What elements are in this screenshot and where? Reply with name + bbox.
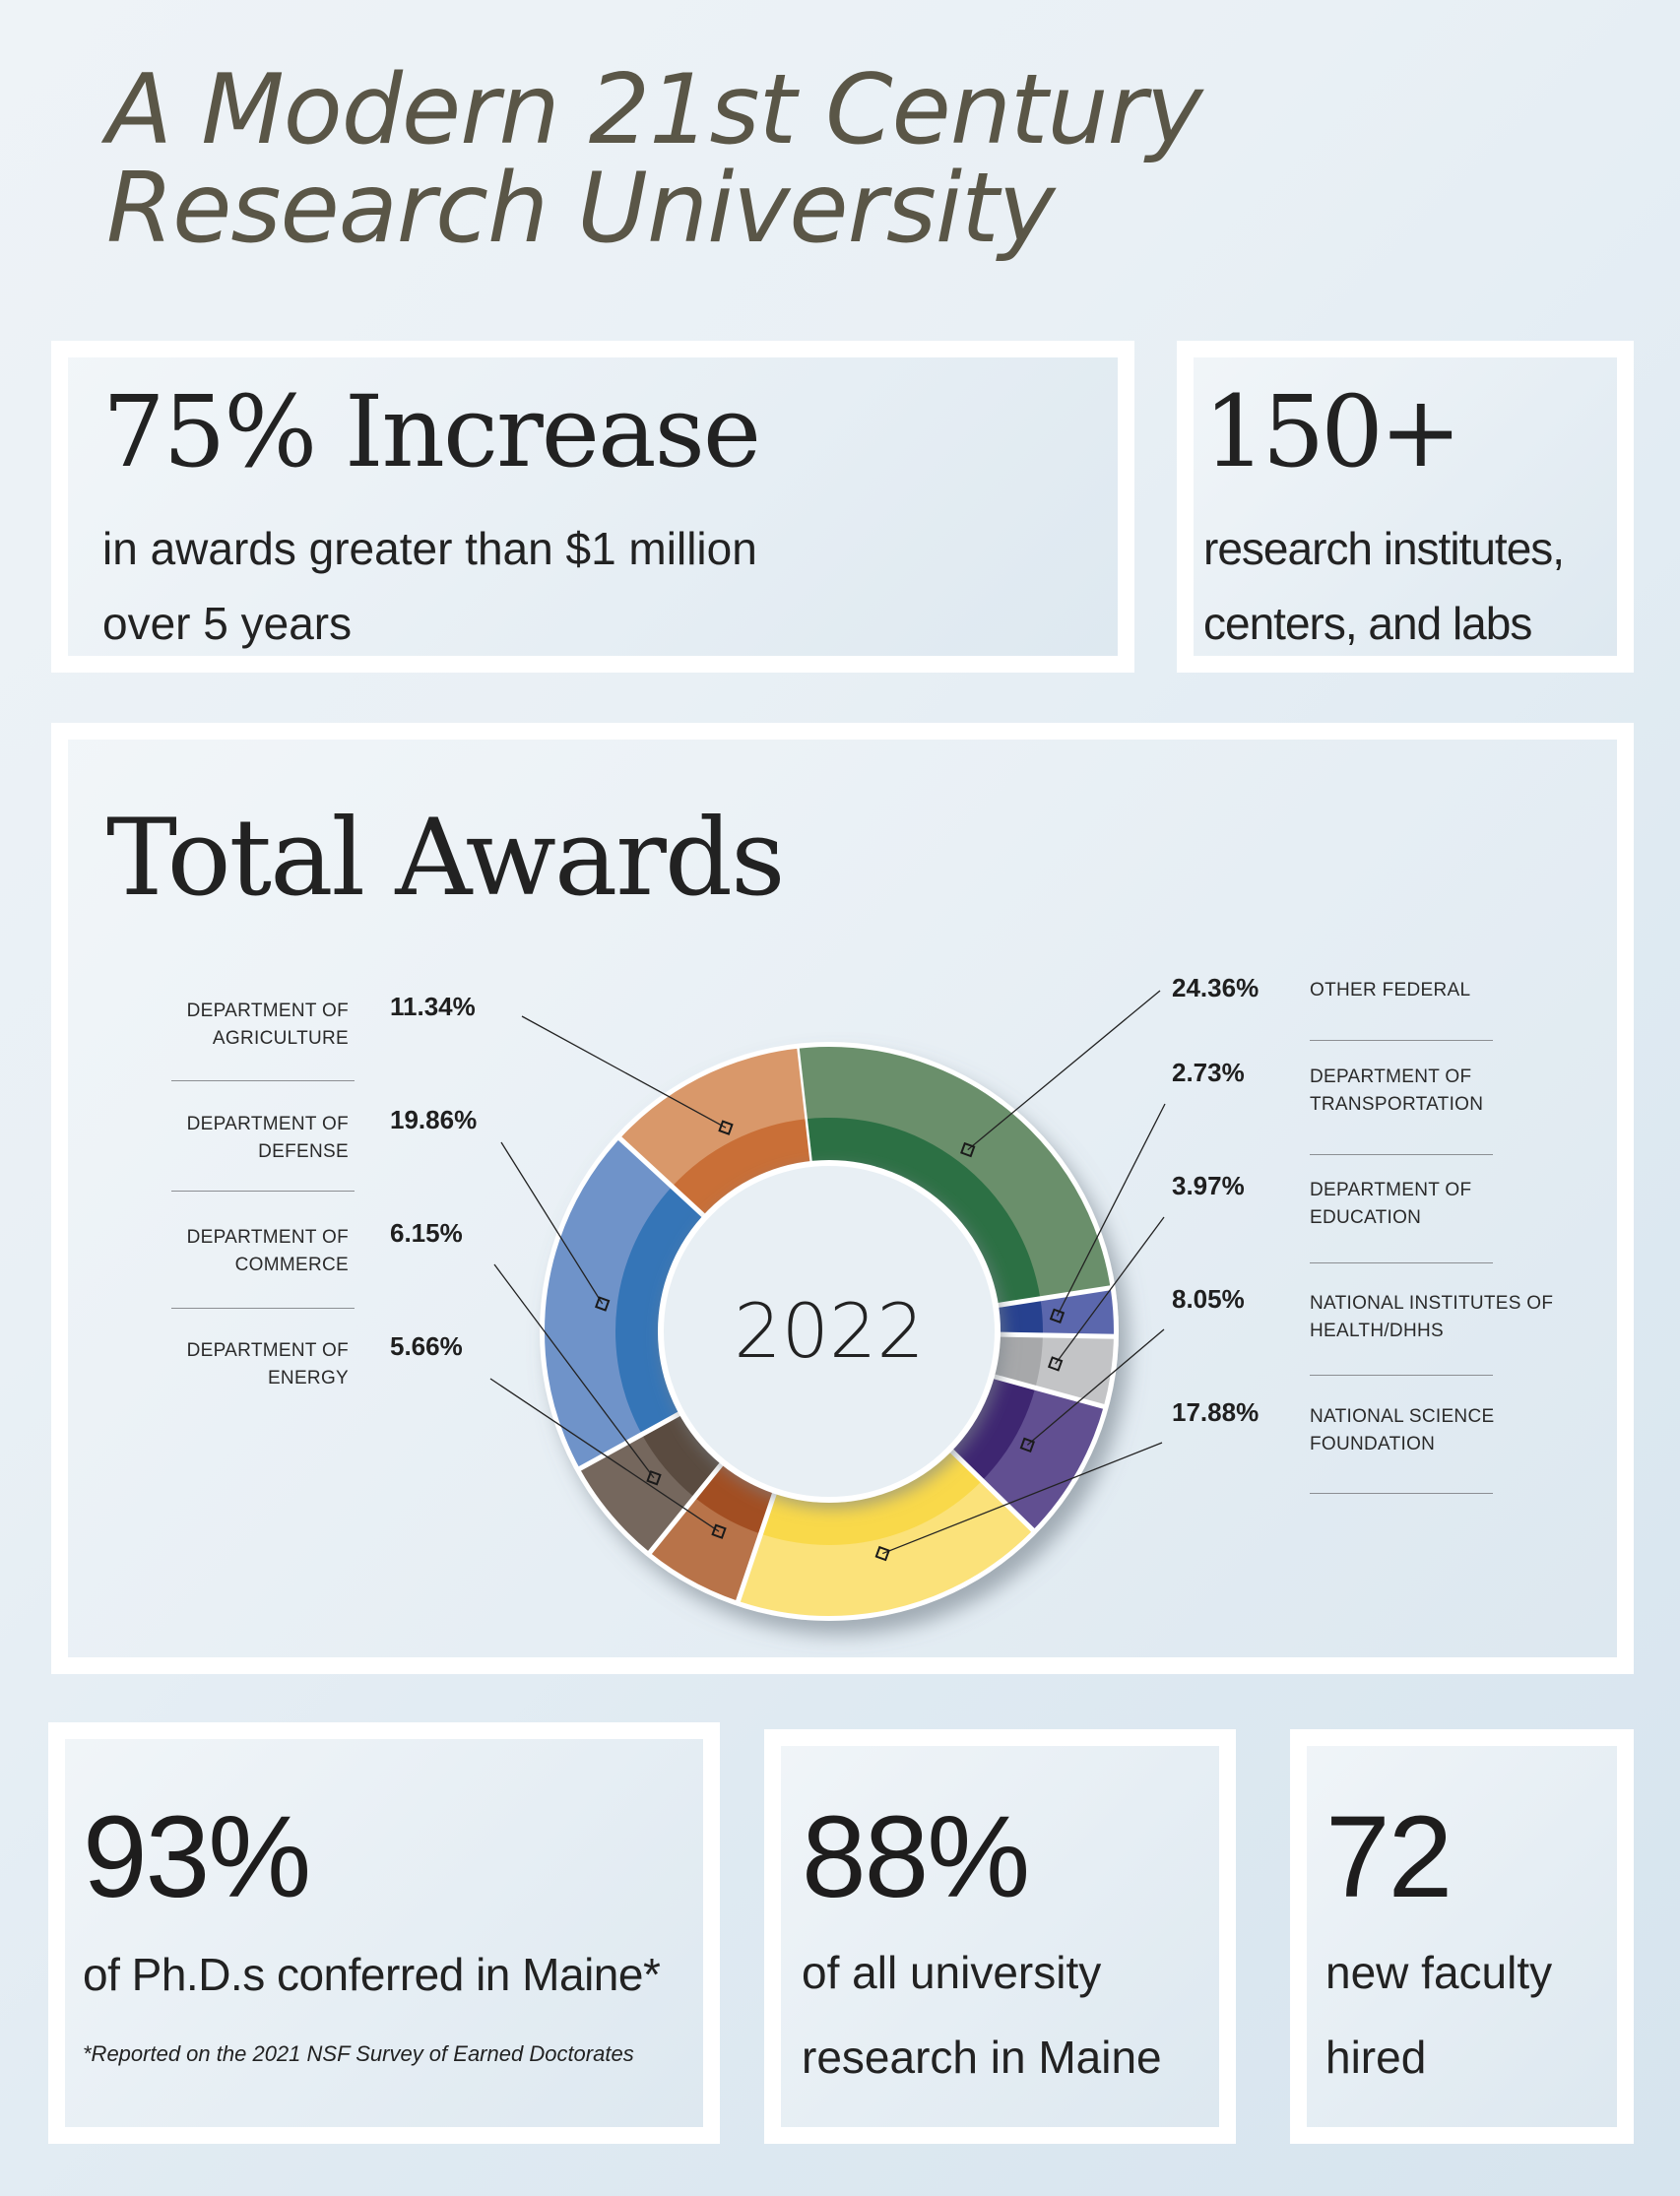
leader-line-transportation [1056, 1103, 1166, 1317]
title-line-1: A Modern 21st Century [106, 54, 1203, 166]
total-awards-heading: Total Awards [106, 797, 785, 920]
divider [171, 1191, 355, 1192]
pct-defense: 19.86% [390, 1105, 478, 1134]
divider [1310, 1154, 1493, 1155]
label-line-1: DEPARTMENT OF [186, 1340, 349, 1361]
leader-line-agriculture [521, 1015, 727, 1129]
divider [171, 1080, 355, 1081]
stat-value: 88% [802, 1792, 1030, 1922]
divider [1310, 1262, 1493, 1263]
stat-value: 93% [83, 1792, 311, 1922]
pct-other-federal: 24.36% [1172, 973, 1260, 1002]
marker-square-icon [874, 1545, 890, 1562]
marker-square-icon [1019, 1437, 1035, 1453]
stat-desc-line-2: hired [1325, 2032, 1427, 2083]
pct-nih: 8.05% [1172, 1284, 1245, 1314]
stat-desc-line-1: new faculty [1325, 1947, 1553, 1998]
donut-segment-commerce [578, 1411, 728, 1557]
stat-card-phd [48, 1722, 720, 2144]
stat-value: 72 [1325, 1792, 1453, 1922]
label-line-2: AGRICULTURE [212, 1028, 349, 1049]
label-line-1: DEPARTMENT OF [186, 1227, 349, 1248]
page-title: A Modern 21st Century Research Universit… [106, 54, 1203, 265]
stat-desc-line-2: over 5 years [102, 598, 353, 649]
title-line-2: Research University [106, 153, 1056, 265]
label-line-2: DEFENSE [258, 1141, 349, 1162]
marker-square-icon [711, 1523, 727, 1539]
label-line-1: NATIONAL INSTITUTES OF [1310, 1293, 1554, 1314]
marker-square-icon [960, 1141, 976, 1158]
marker-square-icon [1047, 1356, 1064, 1372]
marker-square-icon [646, 1470, 662, 1486]
marker-square-icon [1049, 1308, 1066, 1324]
stat-desc-line-1: research institutes, [1203, 523, 1565, 574]
stat-desc-line-1: of Ph.D.s conferred in Maine* [83, 1949, 661, 2000]
stat-card-awards-increase [51, 341, 1134, 673]
label-line-2: EDUCATION [1310, 1207, 1422, 1228]
leader-line-education [1055, 1216, 1165, 1365]
label-line-1: OTHER FEDERAL [1310, 980, 1471, 1001]
leader-line-defense [500, 1141, 604, 1305]
divider [1310, 1040, 1493, 1041]
pct-agriculture: 11.34% [390, 992, 476, 1021]
leader-line-other-federal [967, 990, 1161, 1151]
pct-commerce: 6.15% [390, 1218, 463, 1248]
label-line-2: FOUNDATION [1310, 1434, 1436, 1454]
stat-card-new-faculty [1290, 1729, 1634, 2144]
label-line-2: TRANSPORTATION [1310, 1094, 1484, 1115]
leader-line-commerce [493, 1263, 655, 1479]
stat-desc-line-2: research in Maine [802, 2032, 1162, 2083]
stat-footnote: *Reported on the 2021 NSF Survey of Earn… [83, 2041, 634, 2066]
pct-nsf: 17.88% [1172, 1397, 1260, 1427]
divider [1310, 1375, 1493, 1376]
marker-square-icon [718, 1120, 734, 1135]
leader-line-energy [489, 1378, 720, 1532]
divider [1310, 1493, 1493, 1494]
stat-desc-line-1: in awards greater than $1 million [102, 523, 757, 574]
pct-education: 3.97% [1172, 1171, 1245, 1200]
stat-desc-line-2: centers, and labs [1203, 598, 1532, 649]
label-line-1: DEPARTMENT OF [1310, 1180, 1472, 1200]
marker-square-icon [595, 1296, 611, 1312]
label-line-1: DEPARTMENT OF [1310, 1066, 1472, 1087]
leader-lines [489, 990, 1166, 1562]
stat-desc-line-1: of all university [802, 1947, 1102, 1998]
label-line-1: NATIONAL SCIENCE [1310, 1406, 1495, 1427]
donut-hole [658, 1160, 1001, 1503]
label-line-2: COMMERCE [234, 1255, 349, 1275]
stat-card-research-institutes [1177, 341, 1634, 673]
label-line-1: DEPARTMENT OF [186, 1114, 349, 1134]
leader-line-nih [1026, 1328, 1165, 1446]
label-line-2: HEALTH/DHHS [1310, 1321, 1444, 1341]
donut-segment-agriculture [615, 1047, 810, 1221]
donut-segment-nih [948, 1372, 1108, 1531]
stat-value: 150+ [1203, 374, 1462, 489]
stat-value: 75% Increase [102, 374, 761, 489]
stat-card-research-share [764, 1729, 1236, 2144]
leader-line-nsf [881, 1442, 1163, 1555]
donut-center-year: 2022 [734, 1287, 924, 1375]
label-line-2: ENERGY [267, 1368, 349, 1389]
divider [171, 1308, 355, 1309]
label-line-1: DEPARTMENT OF [186, 1001, 349, 1021]
pct-transportation: 2.73% [1172, 1058, 1245, 1087]
donut-segment-transportation [992, 1284, 1116, 1337]
pct-energy: 5.66% [390, 1331, 463, 1361]
